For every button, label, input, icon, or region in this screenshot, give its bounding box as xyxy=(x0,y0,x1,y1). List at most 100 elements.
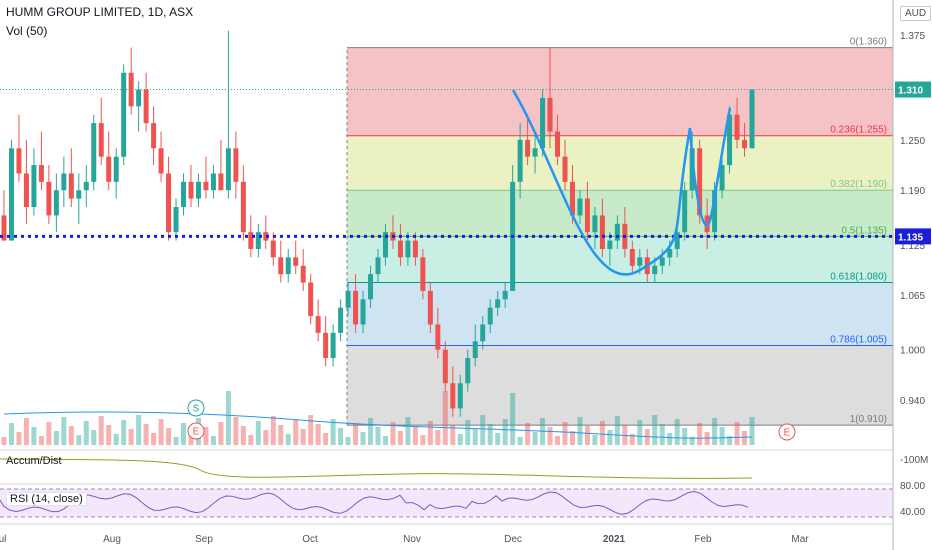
candle-body xyxy=(263,232,269,241)
rsi-tick: 40.00 xyxy=(900,507,925,518)
support-price-label: 1.135 xyxy=(898,232,923,243)
fib-zone xyxy=(347,190,893,237)
currency-badge[interactable]: AUD xyxy=(900,6,932,21)
volume-bar xyxy=(502,419,508,445)
rsi-legend[interactable]: RSI (14, close) xyxy=(6,492,87,506)
candle-body xyxy=(742,139,748,149)
volume-bar xyxy=(151,433,157,445)
volume-bar xyxy=(46,422,52,445)
candle-body xyxy=(225,148,231,191)
candle-body xyxy=(61,173,67,191)
candle-body xyxy=(442,349,448,384)
volume-bar xyxy=(143,424,149,445)
fib-level-label: 0.786(1.005) xyxy=(830,334,887,345)
candle-body xyxy=(121,72,127,157)
volume-bar xyxy=(457,434,463,445)
fib-zone xyxy=(347,135,893,191)
volume-bar xyxy=(210,436,216,445)
volume-bar xyxy=(517,437,523,445)
volume-bar xyxy=(225,391,231,445)
volume-bar xyxy=(323,433,329,445)
volume-bar xyxy=(749,417,755,445)
candle-body xyxy=(719,165,725,191)
candle-body xyxy=(23,173,29,208)
volume-bar xyxy=(68,426,74,445)
accum-dist-legend[interactable]: Accum/Dist xyxy=(6,455,62,467)
candle-body xyxy=(517,139,523,182)
candle-body xyxy=(562,156,568,182)
time-tick-label: Sep xyxy=(195,534,213,545)
candle-body xyxy=(682,190,688,233)
volume-bar xyxy=(300,429,306,445)
candle-body xyxy=(285,257,291,275)
volume-bar xyxy=(106,425,112,445)
candle-body xyxy=(278,257,284,275)
volume-bar xyxy=(113,434,119,445)
candle-body xyxy=(270,240,276,258)
candle-body xyxy=(300,265,306,283)
candle-body xyxy=(450,383,456,409)
price-tick-label: 1.065 xyxy=(900,291,925,302)
volume-bar xyxy=(360,432,366,445)
volume-bar xyxy=(173,437,179,445)
volume-bar xyxy=(240,426,246,445)
earnings-marker xyxy=(778,423,796,441)
volume-bar xyxy=(136,415,142,445)
candle-body xyxy=(697,148,703,216)
volume-bar xyxy=(674,419,680,445)
volume-bar xyxy=(61,417,67,445)
volume-bar xyxy=(158,419,164,445)
volume-bar xyxy=(510,393,516,445)
candle-body xyxy=(667,248,673,258)
volume-bar xyxy=(614,416,620,445)
fibonacci-retracement[interactable]: 0(1.360) 0.236(1.255) 0.382(1.190) 0.5(1.13… xyxy=(346,37,893,426)
price-tick-label: 1.190 xyxy=(900,186,925,197)
volume-bars xyxy=(1,391,755,445)
volume-legend[interactable]: Vol (50) xyxy=(6,24,48,38)
volume-bar xyxy=(233,417,239,445)
candle-body xyxy=(308,282,314,317)
candle-body xyxy=(210,173,216,191)
time-tick-label: Mar xyxy=(791,534,809,545)
candle-body xyxy=(293,257,299,266)
volume-bar xyxy=(293,420,299,445)
fib-level-label: 1(0.910) xyxy=(850,414,887,425)
candle-body xyxy=(599,215,605,249)
split-marker-label: S xyxy=(193,404,200,415)
candle-body xyxy=(195,181,201,199)
volume-bar xyxy=(8,423,14,445)
time-tick-label: Jul xyxy=(0,534,6,545)
candle-body xyxy=(614,223,620,241)
volume-bar xyxy=(263,430,269,445)
volume-bar xyxy=(285,434,291,445)
volume-bar xyxy=(697,423,703,445)
volume-bar xyxy=(23,418,29,445)
candle-body xyxy=(323,332,329,359)
candle-body xyxy=(113,156,119,182)
volume-bar xyxy=(667,433,673,445)
split-marker xyxy=(187,399,205,417)
candle-body xyxy=(181,181,187,208)
candle-body xyxy=(555,131,561,157)
candle-body xyxy=(375,257,381,275)
candle-body xyxy=(659,257,665,266)
candle-body xyxy=(68,173,74,199)
volume-bar xyxy=(53,431,59,445)
candle-body xyxy=(472,341,478,359)
candle-body xyxy=(188,181,194,199)
candle-body xyxy=(435,324,441,350)
volume-bar xyxy=(128,429,134,445)
volume-bar xyxy=(345,437,351,445)
price-tick-label: 1.000 xyxy=(900,346,925,357)
volume-bar xyxy=(719,427,725,445)
candle-body xyxy=(338,307,344,333)
volume-bar xyxy=(532,432,538,445)
candle-body xyxy=(218,173,224,191)
candle-body xyxy=(427,290,433,325)
candle-body xyxy=(203,181,209,191)
volume-bar xyxy=(607,430,613,445)
candle-body xyxy=(382,232,388,258)
rsi-line xyxy=(0,490,749,515)
volume-bar xyxy=(465,420,471,445)
